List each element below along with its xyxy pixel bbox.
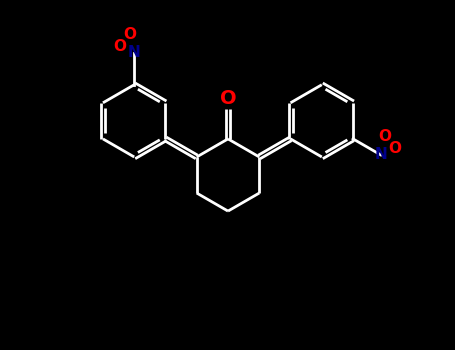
Text: N: N bbox=[374, 147, 387, 162]
Text: O: O bbox=[378, 130, 391, 145]
Text: O: O bbox=[388, 141, 401, 156]
Text: N: N bbox=[128, 45, 141, 60]
Text: O: O bbox=[114, 39, 126, 54]
Text: O: O bbox=[124, 27, 136, 42]
Text: O: O bbox=[220, 89, 236, 108]
